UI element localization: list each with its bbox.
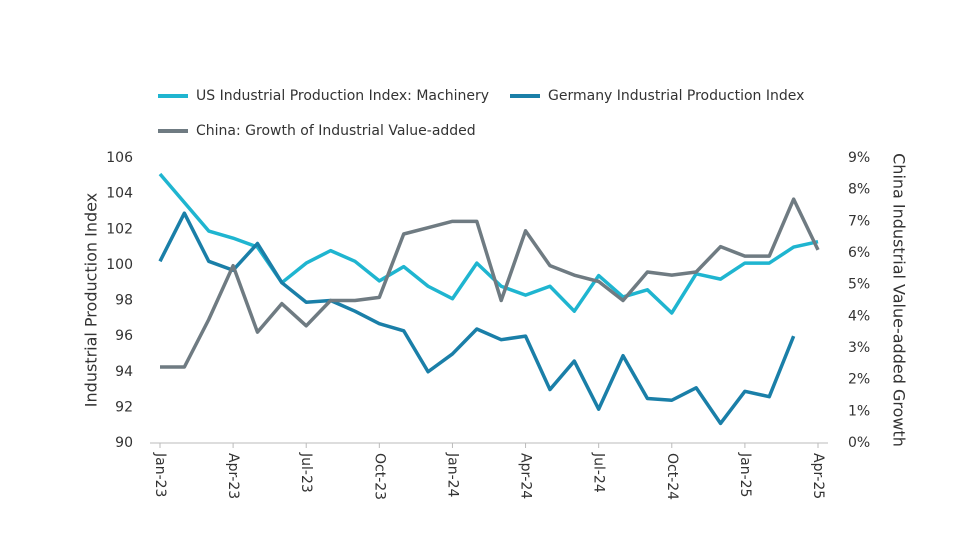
- y2-tick-label: 5%: [848, 277, 870, 293]
- series-line: [158, 211, 796, 426]
- y2-tick-label: 2%: [848, 372, 870, 388]
- y2-axis-title: China Industrial Value-added Growth: [890, 153, 909, 447]
- y-tick-label: 94: [115, 364, 133, 380]
- y-tick-label: 90: [115, 435, 133, 451]
- x-tick-label: Jan-24: [444, 452, 460, 498]
- y2-tick-label: 4%: [848, 308, 870, 324]
- y-tick-label: 92: [115, 399, 133, 415]
- y-tick-label: 104: [106, 186, 133, 202]
- y-axis-title: Industrial Production Index: [82, 193, 101, 407]
- y-tick-label: 102: [106, 221, 133, 237]
- x-tick-label: Jul-23: [298, 452, 314, 493]
- y2-tick-label: 9%: [848, 150, 870, 166]
- x-tick-label: Jul-24: [591, 452, 607, 493]
- x-tick-label: Jan-23: [152, 452, 168, 497]
- y2-tick-label: 1%: [848, 403, 870, 419]
- y2-tick-label: 6%: [848, 245, 870, 261]
- y2-tick-label: 7%: [848, 213, 870, 229]
- y2-tick-label: 0%: [848, 435, 870, 451]
- y-tick-label: 106: [106, 150, 133, 166]
- x-tick-label: Oct-24: [664, 453, 680, 500]
- x-tick-label: Apr-24: [518, 453, 534, 499]
- x-tick-label: Apr-25: [810, 453, 826, 499]
- y2-tick-label: 3%: [848, 340, 870, 356]
- x-tick-label: Jan-25: [737, 452, 753, 497]
- legend-label: Germany Industrial Production Index: [548, 88, 804, 104]
- y2-tick-label: 8%: [848, 182, 870, 198]
- legend-label: US Industrial Production Index: Machiner…: [196, 88, 489, 104]
- series-line: [160, 197, 820, 369]
- y-tick-label: 100: [106, 257, 133, 273]
- y-tick-label: 96: [115, 328, 133, 344]
- legend-label: China: Growth of Industrial Value-added: [196, 123, 476, 139]
- x-tick-label: Apr-23: [225, 453, 241, 499]
- y-tick-label: 98: [115, 293, 133, 309]
- x-tick-label: Oct-23: [371, 453, 387, 500]
